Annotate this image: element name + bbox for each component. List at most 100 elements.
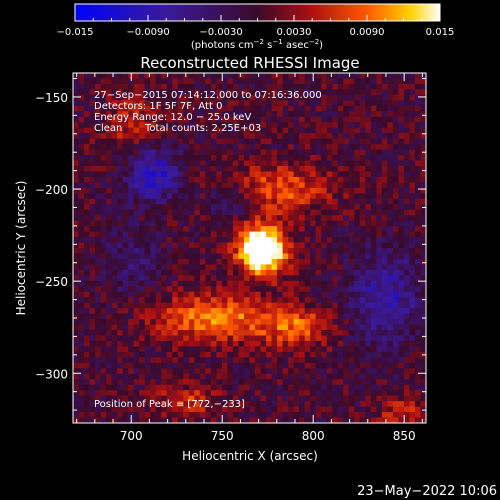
heatmap-cell <box>409 417 416 424</box>
heatmap-cell <box>304 379 311 386</box>
heatmap-cell <box>188 83 195 90</box>
heatmap-cell <box>249 340 256 347</box>
heatmap-cell <box>304 204 311 211</box>
heatmap-cell <box>150 313 157 320</box>
heatmap-cell <box>95 379 101 386</box>
heatmap-cell <box>381 302 388 309</box>
heatmap-cell <box>403 248 410 254</box>
heatmap-cell <box>321 231 328 238</box>
heatmap-cell <box>89 78 96 85</box>
heatmap-cell <box>199 149 206 156</box>
heatmap-cell <box>403 286 410 293</box>
heatmap-cell <box>111 204 118 211</box>
heatmap-cell <box>133 165 140 172</box>
heatmap-cell <box>337 165 344 172</box>
heatmap-cell <box>271 122 278 129</box>
heatmap-cell <box>370 100 377 107</box>
heatmap-cell <box>260 144 267 150</box>
heatmap-cell <box>277 89 283 96</box>
heatmap-cell <box>277 313 283 320</box>
heatmap-cell <box>299 138 306 145</box>
heatmap-cell <box>409 280 416 287</box>
heatmap-cell <box>299 357 306 364</box>
heatmap-cell <box>111 176 118 183</box>
heatmap-cell <box>310 138 317 145</box>
heatmap-cell <box>84 346 90 353</box>
heatmap-cell <box>183 412 190 418</box>
heatmap-cell <box>238 335 245 342</box>
heatmap-cell <box>348 401 355 407</box>
heatmap-cell <box>337 171 344 178</box>
heatmap-cell <box>249 165 256 172</box>
heatmap-cell <box>337 160 344 167</box>
heatmap-cell <box>144 280 151 287</box>
heatmap-cell <box>365 83 372 90</box>
heatmap-cell <box>221 258 228 265</box>
heatmap-cell <box>122 308 129 315</box>
heatmap-cell <box>310 198 317 205</box>
heatmap-cell <box>398 340 405 347</box>
heatmap-cell <box>183 248 190 254</box>
heatmap-cell <box>117 94 124 101</box>
heatmap-cell <box>359 237 366 243</box>
heatmap-cell <box>95 165 101 172</box>
heatmap-cell <box>376 155 383 161</box>
heatmap-cell <box>188 226 195 232</box>
heatmap-cell <box>166 237 173 243</box>
heatmap-cell <box>398 406 405 413</box>
heatmap-cell <box>133 269 140 276</box>
heatmap-cell <box>84 406 90 413</box>
heatmap-cell <box>232 122 239 129</box>
heatmap-cell <box>95 215 101 222</box>
heatmap-cell <box>133 204 140 211</box>
heatmap-cell <box>227 231 234 238</box>
heatmap-cell <box>420 237 427 243</box>
heatmap-cell <box>205 412 212 418</box>
heatmap-cell <box>348 198 355 205</box>
heatmap-cell <box>282 319 289 325</box>
heatmap-cell <box>106 78 113 85</box>
heatmap-cell <box>183 379 190 386</box>
heatmap-cell <box>221 231 228 238</box>
heatmap-cell <box>166 155 173 161</box>
heatmap-cell <box>321 390 328 397</box>
heatmap-cell <box>205 368 212 375</box>
heatmap-cell <box>409 94 416 101</box>
heatmap-cell <box>155 253 162 260</box>
heatmap-cell <box>310 351 317 358</box>
y-tick-label: −150 <box>35 91 68 105</box>
heatmap-cell <box>255 308 261 315</box>
heatmap-cell <box>100 379 107 386</box>
heatmap-cell <box>365 100 372 107</box>
heatmap-cell <box>249 209 256 216</box>
heatmap-cell <box>227 346 234 353</box>
heatmap-cell <box>166 215 173 222</box>
heatmap-cell <box>100 160 107 167</box>
heatmap-cell <box>128 384 135 391</box>
heatmap-cell <box>177 182 184 189</box>
heatmap-cell <box>255 324 261 331</box>
heatmap-cell <box>144 220 151 227</box>
heatmap-cell <box>172 373 179 380</box>
heatmap-cell <box>232 94 239 101</box>
heatmap-cell <box>304 220 311 227</box>
heatmap-cell <box>365 176 372 183</box>
heatmap-cell <box>381 237 388 243</box>
heatmap-cell <box>282 384 289 391</box>
heatmap-cell <box>277 340 283 347</box>
heatmap-cell <box>232 308 239 315</box>
colorbar-unit-label: (photons cm−2 s−1 asec−2) <box>191 38 323 51</box>
heatmap-cell <box>117 248 124 254</box>
heatmap-cell <box>326 198 333 205</box>
heatmap-cell <box>398 412 405 418</box>
heatmap-cell <box>332 291 339 298</box>
heatmap-cell <box>238 100 245 107</box>
heatmap-cell <box>166 248 173 254</box>
heatmap-cell <box>260 226 267 232</box>
heatmap-cell <box>205 390 212 397</box>
heatmap-cell <box>293 182 300 189</box>
heatmap-cell <box>177 275 184 282</box>
heatmap-cell <box>155 105 162 112</box>
heatmap-cell <box>216 155 223 161</box>
heatmap-cell <box>232 302 239 309</box>
